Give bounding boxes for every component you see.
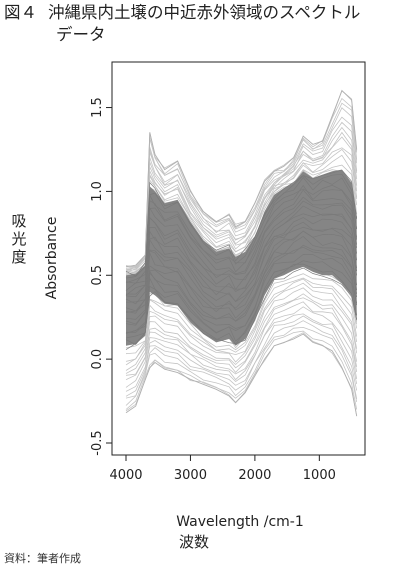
spectrum-trace-upper bbox=[125, 164, 358, 275]
spectrum-trace bbox=[125, 184, 358, 291]
spectrum-upper-envelope bbox=[125, 90, 358, 268]
figure-title-line2: データ bbox=[56, 25, 106, 44]
x-tick-label: 1000 bbox=[303, 468, 336, 483]
spectrum-trace bbox=[125, 213, 358, 303]
spectrum-trace bbox=[125, 260, 358, 342]
spectrum-trace-lower bbox=[125, 282, 358, 366]
spectrum-trace bbox=[125, 236, 358, 326]
y-axis-label: Absorbance bbox=[44, 217, 60, 300]
spectrum-trace bbox=[125, 246, 358, 334]
spectrum-trace-upper bbox=[125, 147, 358, 273]
spectrum-trace-upper bbox=[125, 126, 358, 271]
spectrum-trace-lower bbox=[125, 320, 358, 400]
spectrum-trace bbox=[125, 230, 358, 325]
spectrum-trace bbox=[125, 176, 358, 284]
spectrum-trace bbox=[125, 205, 358, 305]
spectrum-trace-lower bbox=[125, 326, 358, 406]
y-tick-label: 0.0 bbox=[90, 349, 105, 370]
x-tick-label: 3000 bbox=[174, 468, 207, 483]
source-note: 資料：筆者作成 bbox=[4, 552, 81, 565]
spectrum-trace bbox=[125, 189, 358, 296]
y-tick-label: -0.5 bbox=[90, 430, 105, 455]
plot-frame bbox=[111, 61, 366, 456]
spectrum-trace-upper bbox=[125, 116, 358, 271]
figure-title-line1: 沖縄県内土壌の中近赤外領域のスペクトル bbox=[48, 3, 361, 22]
spectrum-trace bbox=[125, 169, 358, 277]
y-tick-label: 1.0 bbox=[90, 181, 105, 202]
spectrum-trace-upper bbox=[125, 131, 358, 274]
figure-label: 図４ bbox=[4, 3, 37, 22]
spectrum-lower-envelope bbox=[125, 333, 358, 417]
spectrum-trace bbox=[125, 217, 358, 312]
spectrum-trace-lower bbox=[125, 315, 358, 397]
spectrum-trace bbox=[125, 267, 358, 350]
y-tick-label: 0.5 bbox=[90, 265, 105, 286]
spectrum-trace-lower bbox=[125, 297, 358, 376]
spectrum-trace-lower bbox=[125, 277, 358, 355]
spectrum-trace-lower bbox=[125, 313, 358, 392]
spectrum-trace-upper bbox=[125, 107, 358, 272]
figure-title: 図４ 沖縄県内土壌の中近赤外領域のスペクトル データ bbox=[4, 2, 418, 46]
x-tick-label: 4000 bbox=[109, 468, 142, 483]
x-tick-label: 2000 bbox=[238, 468, 271, 483]
spectrum-trace bbox=[125, 173, 358, 279]
spectrum-trace-upper bbox=[125, 148, 358, 275]
spectrum-trace-lower bbox=[125, 278, 358, 362]
spectrum-trace bbox=[125, 196, 358, 295]
spectrum-trace-lower bbox=[125, 273, 358, 351]
y-axis-label-japanese: 吸光度 bbox=[11, 212, 27, 266]
x-axis-label-japanese: 波数 bbox=[179, 533, 209, 551]
spectrum-trace bbox=[125, 221, 358, 314]
spectrum-dense-band bbox=[126, 169, 357, 346]
spectrum-trace-lower bbox=[125, 301, 358, 381]
spectrum-trace-upper bbox=[125, 136, 358, 271]
spectrum-trace-lower bbox=[125, 287, 358, 371]
spectrum-trace bbox=[125, 244, 358, 334]
spectrum-trace bbox=[125, 230, 358, 320]
spectrum-trace-lower bbox=[125, 306, 358, 388]
spectrum-trace-lower bbox=[125, 293, 358, 374]
spectrum-trace bbox=[125, 226, 358, 313]
y-tick-label: 1.5 bbox=[90, 97, 105, 118]
x-axis-label: Wavelength /cm-1 bbox=[176, 514, 304, 530]
